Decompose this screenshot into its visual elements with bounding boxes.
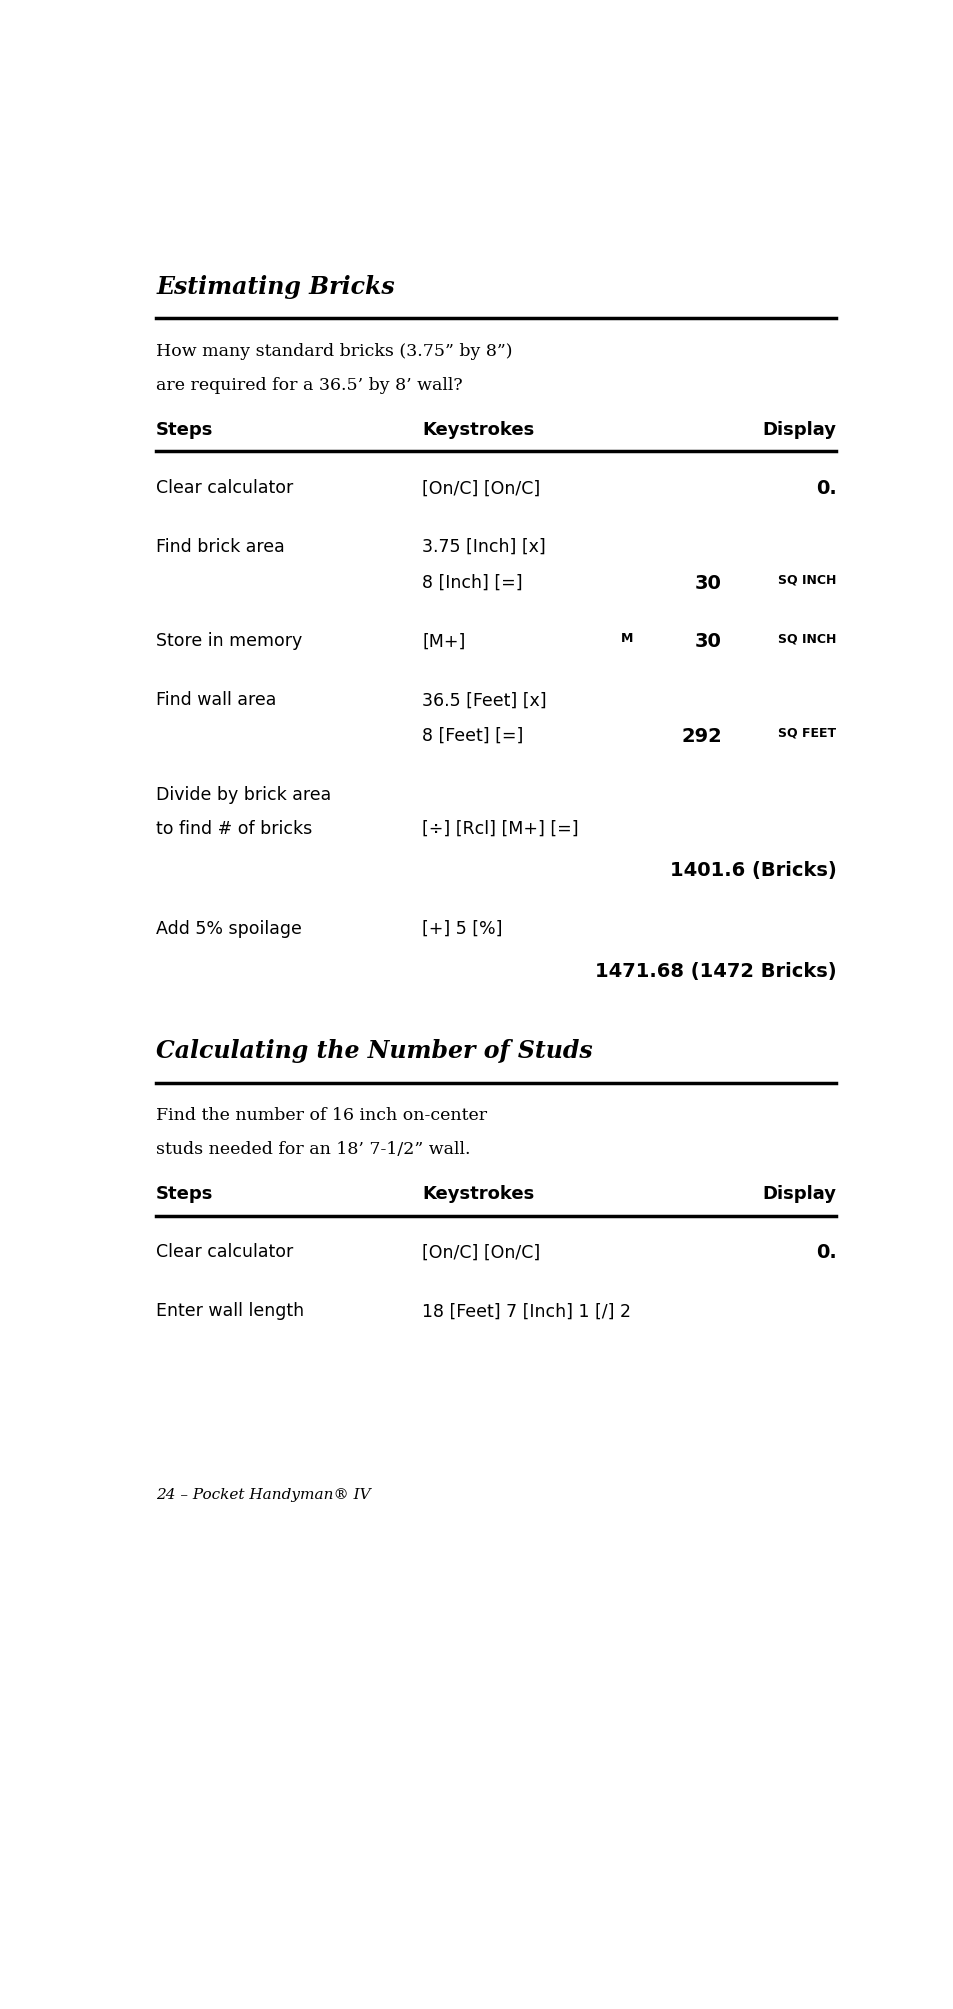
Text: Steps: Steps [156,420,213,438]
Text: [On/C] [On/C]: [On/C] [On/C] [422,1244,540,1262]
Text: Divide by brick area: Divide by brick area [156,786,331,804]
Text: M: M [620,633,633,645]
Text: 292: 292 [680,727,721,745]
Text: [÷] [Rcl] [M+] [=]: [÷] [Rcl] [M+] [=] [422,820,578,838]
Text: 36.5 [Feet] [x]: 36.5 [Feet] [x] [422,691,546,709]
Text: Display: Display [761,420,836,438]
Text: Clear calculator: Clear calculator [156,480,294,498]
Text: 18 [Feet] 7 [Inch] 1 [/] 2: 18 [Feet] 7 [Inch] 1 [/] 2 [422,1302,631,1320]
Text: 3.75 [Inch] [x]: 3.75 [Inch] [x] [422,538,545,556]
Text: Calculating the Number of Studs: Calculating the Number of Studs [156,1039,592,1063]
Text: 8 [Feet] [=]: 8 [Feet] [=] [422,727,523,745]
Text: SQ INCH: SQ INCH [778,633,836,645]
Text: Keystrokes: Keystrokes [422,1185,534,1203]
Text: Enter wall length: Enter wall length [156,1302,304,1320]
Text: SQ FEET: SQ FEET [778,727,836,739]
Text: 0.: 0. [815,1244,836,1262]
Text: to find # of bricks: to find # of bricks [156,820,313,838]
Text: Store in memory: Store in memory [156,633,302,651]
Text: Estimating Bricks: Estimating Bricks [156,275,395,299]
Text: Clear calculator: Clear calculator [156,1244,294,1262]
Text: SQ INCH: SQ INCH [778,575,836,587]
Text: 0.: 0. [815,480,836,498]
Text: 1401.6 (Bricks): 1401.6 (Bricks) [669,862,836,880]
Text: [M+]: [M+] [422,633,465,651]
Text: [On/C] [On/C]: [On/C] [On/C] [422,480,540,498]
Text: Steps: Steps [156,1185,213,1203]
Text: Keystrokes: Keystrokes [422,420,534,438]
Text: studs needed for an 18’ 7-1/2” wall.: studs needed for an 18’ 7-1/2” wall. [156,1141,470,1159]
Text: How many standard bricks (3.75” by 8”): How many standard bricks (3.75” by 8”) [156,344,512,360]
Text: 8 [Inch] [=]: 8 [Inch] [=] [422,575,522,593]
Text: Display: Display [761,1185,836,1203]
Text: 30: 30 [694,575,721,593]
Text: Add 5% spoilage: Add 5% spoilage [156,920,302,938]
Text: are required for a 36.5’ by 8’ wall?: are required for a 36.5’ by 8’ wall? [156,378,462,394]
Text: [+] 5 [%]: [+] 5 [%] [422,920,502,938]
Text: 30: 30 [694,633,721,651]
Text: 24 – Pocket Handyman® IV: 24 – Pocket Handyman® IV [156,1489,371,1503]
Text: 1471.68 (1472 Bricks): 1471.68 (1472 Bricks) [594,962,836,980]
Text: Find brick area: Find brick area [156,538,285,556]
Text: Find wall area: Find wall area [156,691,276,709]
Text: Find the number of 16 inch on-center: Find the number of 16 inch on-center [156,1107,487,1125]
